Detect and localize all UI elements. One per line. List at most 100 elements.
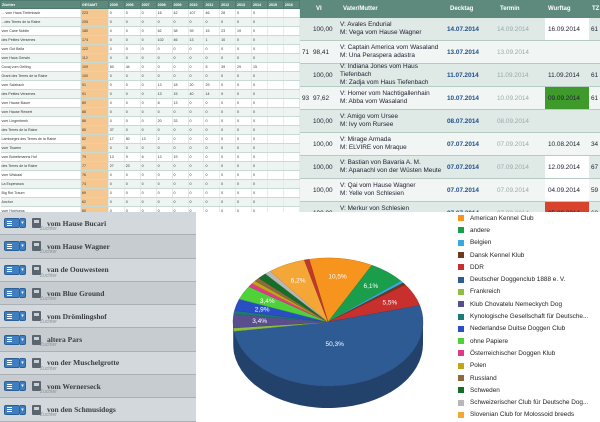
chevron-down-icon[interactable]: ▾ <box>20 381 26 392</box>
stats-row[interactable]: vom Wiskaal 76 0 0 0 0 0 0 0 0 0 0 <box>0 170 301 180</box>
printer-icon[interactable] <box>32 218 41 229</box>
litter-row[interactable]: 100,00V: Merkur von SchlesienM: Ismail L… <box>300 202 600 212</box>
breeder-item-label[interactable]: vom Drömlingshof <box>47 311 107 321</box>
stats-row[interactable]: Anchor 62 0 0 0 0 0 0 0 0 0 0 <box>0 197 301 207</box>
breeder-item[interactable]: ▾ vom Blue Ground Zuchter <box>0 282 196 306</box>
breeder-item[interactable]: ▾ von den Schmusidogs Zuchter <box>0 398 196 422</box>
breeder-item-label[interactable]: altera Pars <box>47 335 83 345</box>
legend-item[interactable]: Schweizerischer Club für Deutsche Dog... <box>458 396 600 408</box>
stats-header-cell[interactable]: 2007 <box>139 0 157 9</box>
breeder-item-label[interactable]: vom Hause Bucari <box>47 218 107 228</box>
col-tz[interactable]: TZ <box>592 6 600 12</box>
legend-item[interactable]: Dansk Kennel Klub <box>458 249 600 261</box>
stats-row[interactable]: des Terres de la Raine 77 27 23 0 0 0 0 0 0 0 0 <box>0 161 301 171</box>
stats-row[interactable]: ...des Terres de la Raine 205 0 0 0 0 0 0 0 0 0 0 <box>0 17 301 27</box>
printer-icon[interactable] <box>32 311 41 322</box>
breeder-item[interactable]: ▾ altera Pars Zuchter <box>0 328 196 352</box>
stats-row[interactable]: Cuvaj vom Gelling 109 50 44 0 0 0 0 5 39 29 15 <box>0 62 301 72</box>
chevron-down-icon[interactable]: ▾ <box>20 264 26 275</box>
pie-slice[interactable] <box>233 305 424 387</box>
menu-icon[interactable] <box>4 311 20 322</box>
litter-row[interactable]: 93 97,62 V: Homer vom Nachtigallenhain M: A… <box>300 87 600 110</box>
printer-icon[interactable] <box>32 241 41 252</box>
breeder-item-label[interactable]: von der Muschelgrotte <box>47 358 120 368</box>
stats-header-cell[interactable]: 2006 <box>123 0 141 9</box>
stats-row[interactable]: Big Rot Traum 69 0 0 0 0 0 0 0 0 0 0 <box>0 188 301 198</box>
stats-row[interactable]: vom Salzbach 91 0 0 0 13 18 20 29 0 0 0 <box>0 80 301 90</box>
stats-header-cell[interactable]: 2010 <box>187 0 205 9</box>
stats-row[interactable]: ... vom Haus Tiefenbach 223 0 0 0 16 42 107 46 28… <box>0 8 301 18</box>
legend-item[interactable]: Nederlandse Duitse Doggen Club <box>458 323 600 335</box>
menu-icon[interactable] <box>4 241 20 252</box>
chevron-down-icon[interactable]: ▾ <box>20 404 26 415</box>
legend-item[interactable]: ohne Papiere <box>458 335 600 347</box>
breeder-item[interactable]: ▾ vom Wernerseck Zuchter <box>0 375 196 399</box>
litter-row[interactable]: 71 98,41 V: Captain America vom Wasaland M:… <box>300 41 600 64</box>
breeder-item-label[interactable]: vom Hause Wagner <box>47 241 110 251</box>
chevron-down-icon[interactable]: ▾ <box>20 241 26 252</box>
father-name[interactable]: V: Homer vom Nachtigallenhain <box>340 90 430 97</box>
father-name[interactable]: V: Mirage Armada <box>340 136 391 143</box>
legend-item[interactable]: Klub Chovatelu Nemeckych Dog <box>458 298 600 310</box>
stats-row[interactable]: vom Hochurus 60 0 0 0 0 0 0 0 0 0 0 <box>0 206 301 212</box>
stats-header-cell[interactable]: 2008 <box>155 0 173 9</box>
breeder-item-label[interactable]: von den Schmusidogs <box>47 405 116 415</box>
stats-row[interactable]: vom Tisaren 80 0 0 0 0 0 0 0 0 0 0 <box>0 143 301 153</box>
menu-icon[interactable] <box>4 381 20 392</box>
stats-row[interactable]: des Petites Versenes 91 0 0 0 13 15 40 14 9 0 0 <box>0 89 301 99</box>
printer-icon[interactable] <box>32 264 41 275</box>
chevron-down-icon[interactable]: ▾ <box>20 288 26 299</box>
menu-icon[interactable] <box>4 218 20 229</box>
legend-item[interactable]: Belgien <box>458 237 600 249</box>
menu-icon[interactable] <box>4 357 20 368</box>
legend-item[interactable]: andere <box>458 224 600 236</box>
legend-item[interactable]: American Kennel Club <box>458 212 600 224</box>
col-parents[interactable]: Vater/Mutter <box>343 6 378 12</box>
stats-row[interactable]: vom Hause Rewert 88 0 0 0 0 0 0 0 0 0 0 <box>0 107 301 117</box>
printer-icon[interactable] <box>32 288 41 299</box>
litter-row[interactable]: 100,00 V: Mirage Armada M: ELVIRE von Mraq… <box>300 133 600 156</box>
mother-name[interactable]: M: Una Peraspera adastra <box>340 52 415 59</box>
stats-row[interactable]: La Esperanza 74 0 0 0 0 0 0 0 0 0 0 <box>0 179 301 189</box>
legend-item[interactable]: DDR <box>458 261 600 273</box>
stats-header-cell[interactable]: 2009 <box>171 0 189 9</box>
col-termin[interactable]: Termin <box>500 6 520 12</box>
litter-row[interactable]: 100,00 V: Qai vom Hause Wagner M: Yelle vo… <box>300 179 600 202</box>
mother-name[interactable]: M: Ivy vom Rursee <box>340 121 394 128</box>
father-name[interactable]: V: Qai vom Hause Wagner <box>340 182 416 189</box>
pie-slice[interactable] <box>303 258 329 323</box>
col-decktag[interactable]: Decktag <box>450 6 474 12</box>
stats-row[interactable]: Lamborgini des Terres de la Raine 82 17 50 1… <box>0 134 301 144</box>
stats-row[interactable]: vom Hause Bauer 89 0 0 0 8 13 0 0 0 0 0 <box>0 98 301 108</box>
chevron-down-icon[interactable]: ▾ <box>20 311 26 322</box>
menu-icon[interactable] <box>4 334 20 345</box>
legend-item[interactable]: Slovenian Club for Molossoid breeds <box>458 409 600 421</box>
stats-row[interactable]: vom Haus Gerwin 112 0 0 0 0 0 0 0 0 0 0 <box>0 53 301 63</box>
mother-name[interactable]: M: Yelle von Schlesien <box>340 190 404 197</box>
father-name[interactable]: V: Avales Endurial <box>340 21 392 28</box>
stats-header-cell[interactable]: 2014 <box>251 0 268 9</box>
chevron-down-icon[interactable]: ▾ <box>20 357 26 368</box>
breeder-item[interactable]: ▾ vom Hause Bucari Zuchter <box>0 212 196 236</box>
col-vi[interactable]: VI <box>316 6 322 12</box>
mother-name[interactable]: M: Abba vom Wasaland <box>340 98 408 105</box>
stats-row[interactable]: vom Gut Bella 122 0 0 0 0 0 0 0 0 0 0 <box>0 44 301 54</box>
menu-icon[interactable] <box>4 264 20 275</box>
father-name[interactable]: V: Amigo vom Ursee <box>340 113 399 120</box>
printer-icon[interactable] <box>32 357 41 368</box>
stats-row[interactable]: vom Bobeltmanns Hof 79 13 9 6 13 19 0 0 0 0 0 <box>0 152 301 162</box>
legend-item[interactable]: Schweden <box>458 384 600 396</box>
stats-header-cell[interactable]: 2016 <box>282 0 301 9</box>
menu-icon[interactable] <box>4 288 20 299</box>
breeder-item[interactable]: ▾ vom Drömlingshof Zuchter <box>0 305 196 329</box>
stats-header-cell[interactable]: 2012 <box>219 0 237 9</box>
breeder-item-label[interactable]: van de Oouwesteen <box>47 265 109 275</box>
litter-row[interactable]: 100,00 V: Bastian von Bavaria A. M. M: Apa… <box>300 156 600 179</box>
printer-icon[interactable] <box>32 404 41 415</box>
mother-name[interactable]: M: Zadja vom Haus Tiefenbach <box>340 79 429 86</box>
legend-item[interactable]: Kynologische Gesellschaft für Deutsche..… <box>458 310 600 322</box>
breeder-item[interactable]: ▾ vom Hause Wagner Zuchter <box>0 235 196 259</box>
printer-icon[interactable] <box>32 381 41 392</box>
breeder-item-label[interactable]: vom Wernerseck <box>47 381 101 391</box>
menu-icon[interactable] <box>4 404 20 415</box>
